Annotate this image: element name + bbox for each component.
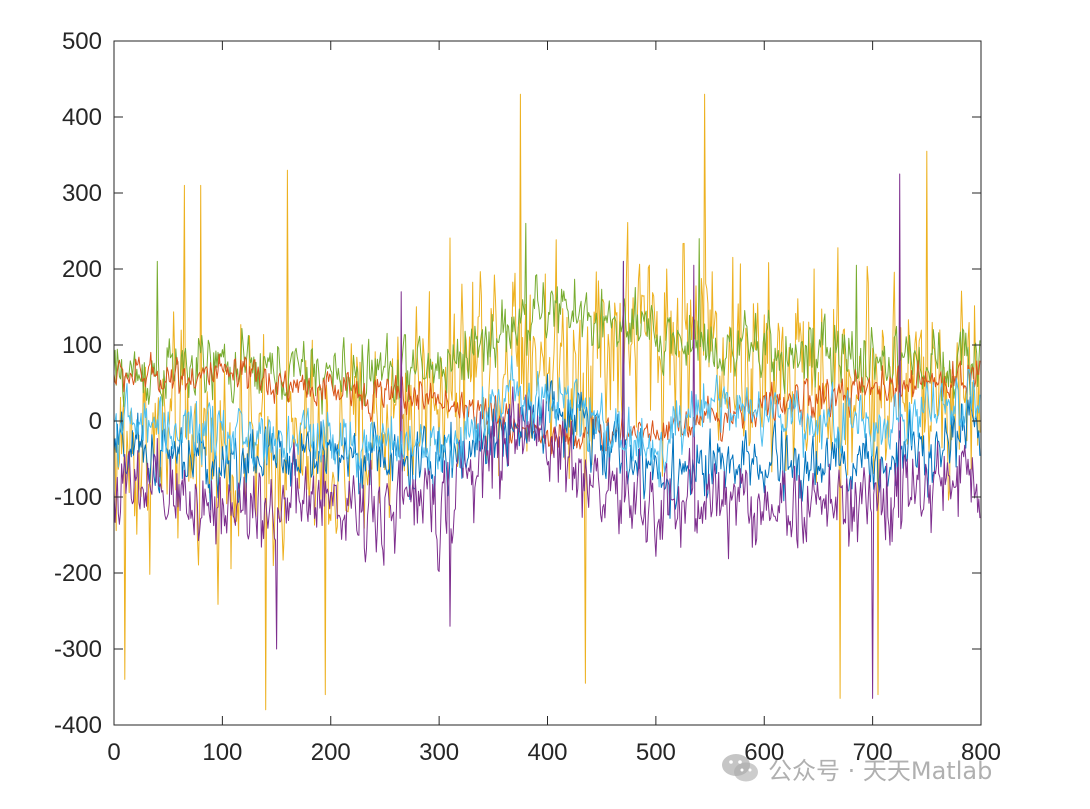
x-tick-label: 200 (311, 739, 351, 766)
watermark: 公众号 · 天天Matlab (720, 748, 992, 788)
y-tick-label: -200 (54, 560, 102, 587)
x-tick-label: 400 (527, 739, 567, 766)
y-tick-label: 300 (62, 180, 102, 207)
y-tick-label: 200 (62, 256, 102, 283)
x-tick-label: 0 (107, 739, 120, 766)
y-tick-label: 0 (89, 408, 102, 435)
y-tick-label: 100 (62, 332, 102, 359)
x-tick-label: 500 (636, 739, 676, 766)
series-line-3 (113, 351, 981, 455)
y-tick-label: -300 (54, 636, 102, 663)
series-line-4 (113, 260, 981, 519)
axes-layer (113, 40, 982, 726)
x-tick-label: 700 (853, 739, 893, 766)
tick-label-layer: 0 100 200 300 400 500 600 700 800 -400 -300 -200 -10… (54, 28, 1001, 766)
series-line-6 (113, 355, 981, 488)
y-tick-label: 500 (62, 28, 102, 55)
x-tick-label: 800 (961, 739, 1001, 766)
series-line-5 (113, 173, 981, 699)
x-tick-label: 300 (419, 739, 459, 766)
x-tick-label: 600 (744, 739, 784, 766)
y-tick-label: 400 (62, 104, 102, 131)
series-line-2 (113, 222, 981, 415)
series-layer (113, 93, 981, 711)
x-tick-label: 100 (202, 739, 242, 766)
y-tick-label: -400 (54, 712, 102, 739)
y-tick-label: -100 (54, 484, 102, 511)
wechat-icon (722, 754, 758, 782)
watermark-text: 公众号 · 天天Matlab (768, 756, 993, 785)
